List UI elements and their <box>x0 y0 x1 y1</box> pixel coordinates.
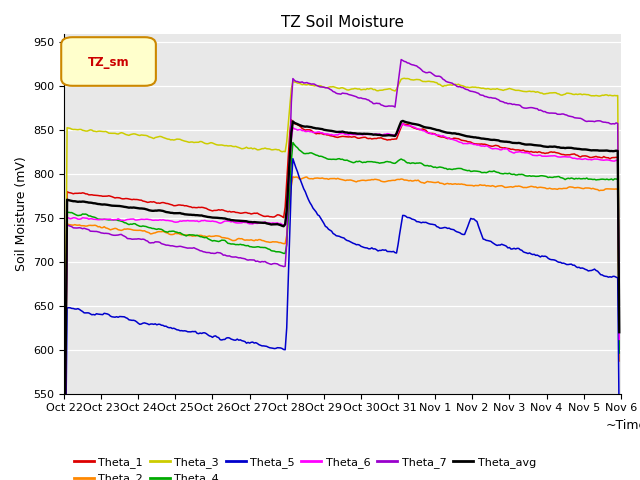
Theta_avg <box>303 124 310 130</box>
Theta_avg <box>226 216 234 222</box>
Theta_5 <box>305 197 312 203</box>
Theta_6 <box>399 121 406 127</box>
Theta_4 <box>616 350 623 356</box>
Theta_1 <box>616 335 623 340</box>
Theta_1 <box>586 155 594 160</box>
Theta_5 <box>586 268 594 274</box>
Theta_3 <box>616 288 623 293</box>
Theta_avg <box>586 147 594 153</box>
Theta_3 <box>226 143 234 149</box>
Theta_3 <box>586 93 594 98</box>
Theta_5 <box>128 317 136 323</box>
Theta_5 <box>226 335 234 341</box>
Theta_1 <box>305 127 312 132</box>
Theta_7 <box>226 253 234 259</box>
FancyBboxPatch shape <box>61 37 156 86</box>
Theta_7 <box>128 236 136 242</box>
Theta_2 <box>128 227 136 233</box>
Theta_avg <box>399 118 406 124</box>
Theta_2 <box>289 174 297 180</box>
Theta_6 <box>128 216 136 222</box>
Theta_2 <box>226 236 234 242</box>
Theta_2 <box>616 358 623 364</box>
Theta_7 <box>303 80 310 85</box>
Theta_3 <box>253 147 261 153</box>
Theta_4 <box>244 243 252 249</box>
Theta_7 <box>244 257 252 263</box>
Theta_5 <box>289 156 297 162</box>
Text: TZ_sm: TZ_sm <box>88 56 129 69</box>
Theta_7 <box>397 57 405 62</box>
Theta_6 <box>226 218 234 224</box>
Theta_3 <box>401 75 408 81</box>
Theta_avg <box>253 219 261 225</box>
Theta_avg <box>244 219 252 225</box>
Theta_6 <box>253 220 261 226</box>
Theta_7 <box>616 309 623 315</box>
Theta_4 <box>253 244 261 250</box>
Theta_7 <box>253 258 261 264</box>
Theta_1 <box>244 210 252 216</box>
Theta_6 <box>616 336 623 342</box>
Theta_1 <box>226 208 234 214</box>
Line: Theta_2: Theta_2 <box>64 177 620 480</box>
Theta_4 <box>128 221 136 227</box>
Legend: Theta_1, Theta_2, Theta_3, Theta_4, Theta_5, Theta_6, Theta_7, Theta_avg: Theta_1, Theta_2, Theta_3, Theta_4, Thet… <box>70 453 540 480</box>
Theta_5 <box>616 426 623 432</box>
Theta_1 <box>128 197 136 203</box>
Theta_4 <box>305 151 312 156</box>
Line: Theta_7: Theta_7 <box>64 60 620 480</box>
Theta_1 <box>287 117 295 123</box>
Theta_6 <box>303 129 310 134</box>
Theta_2 <box>586 185 594 191</box>
Theta_5 <box>244 339 252 345</box>
Theta_6 <box>586 156 594 162</box>
Theta_2 <box>244 237 252 243</box>
Title: TZ Soil Moisture: TZ Soil Moisture <box>281 15 404 30</box>
Line: Theta_avg: Theta_avg <box>64 121 620 480</box>
Line: Theta_1: Theta_1 <box>64 120 620 480</box>
X-axis label: ~Time: ~Time <box>605 419 640 432</box>
Line: Theta_5: Theta_5 <box>64 159 620 480</box>
Theta_6 <box>244 220 252 226</box>
Theta_1 <box>253 210 261 216</box>
Theta_avg <box>616 329 623 335</box>
Line: Theta_3: Theta_3 <box>64 78 620 480</box>
Theta_3 <box>244 145 252 151</box>
Theta_7 <box>586 118 594 124</box>
Theta_5 <box>253 340 261 346</box>
Theta_4 <box>226 240 234 246</box>
Theta_2 <box>253 238 261 243</box>
Theta_4 <box>586 176 594 182</box>
Theta_3 <box>303 82 310 88</box>
Theta_3 <box>128 131 136 137</box>
Line: Theta_4: Theta_4 <box>64 143 620 480</box>
Theta_2 <box>305 176 312 181</box>
Theta_4 <box>289 140 297 145</box>
Y-axis label: Soil Moisture (mV): Soil Moisture (mV) <box>15 156 28 271</box>
Line: Theta_6: Theta_6 <box>64 124 620 480</box>
Theta_avg <box>128 205 136 211</box>
